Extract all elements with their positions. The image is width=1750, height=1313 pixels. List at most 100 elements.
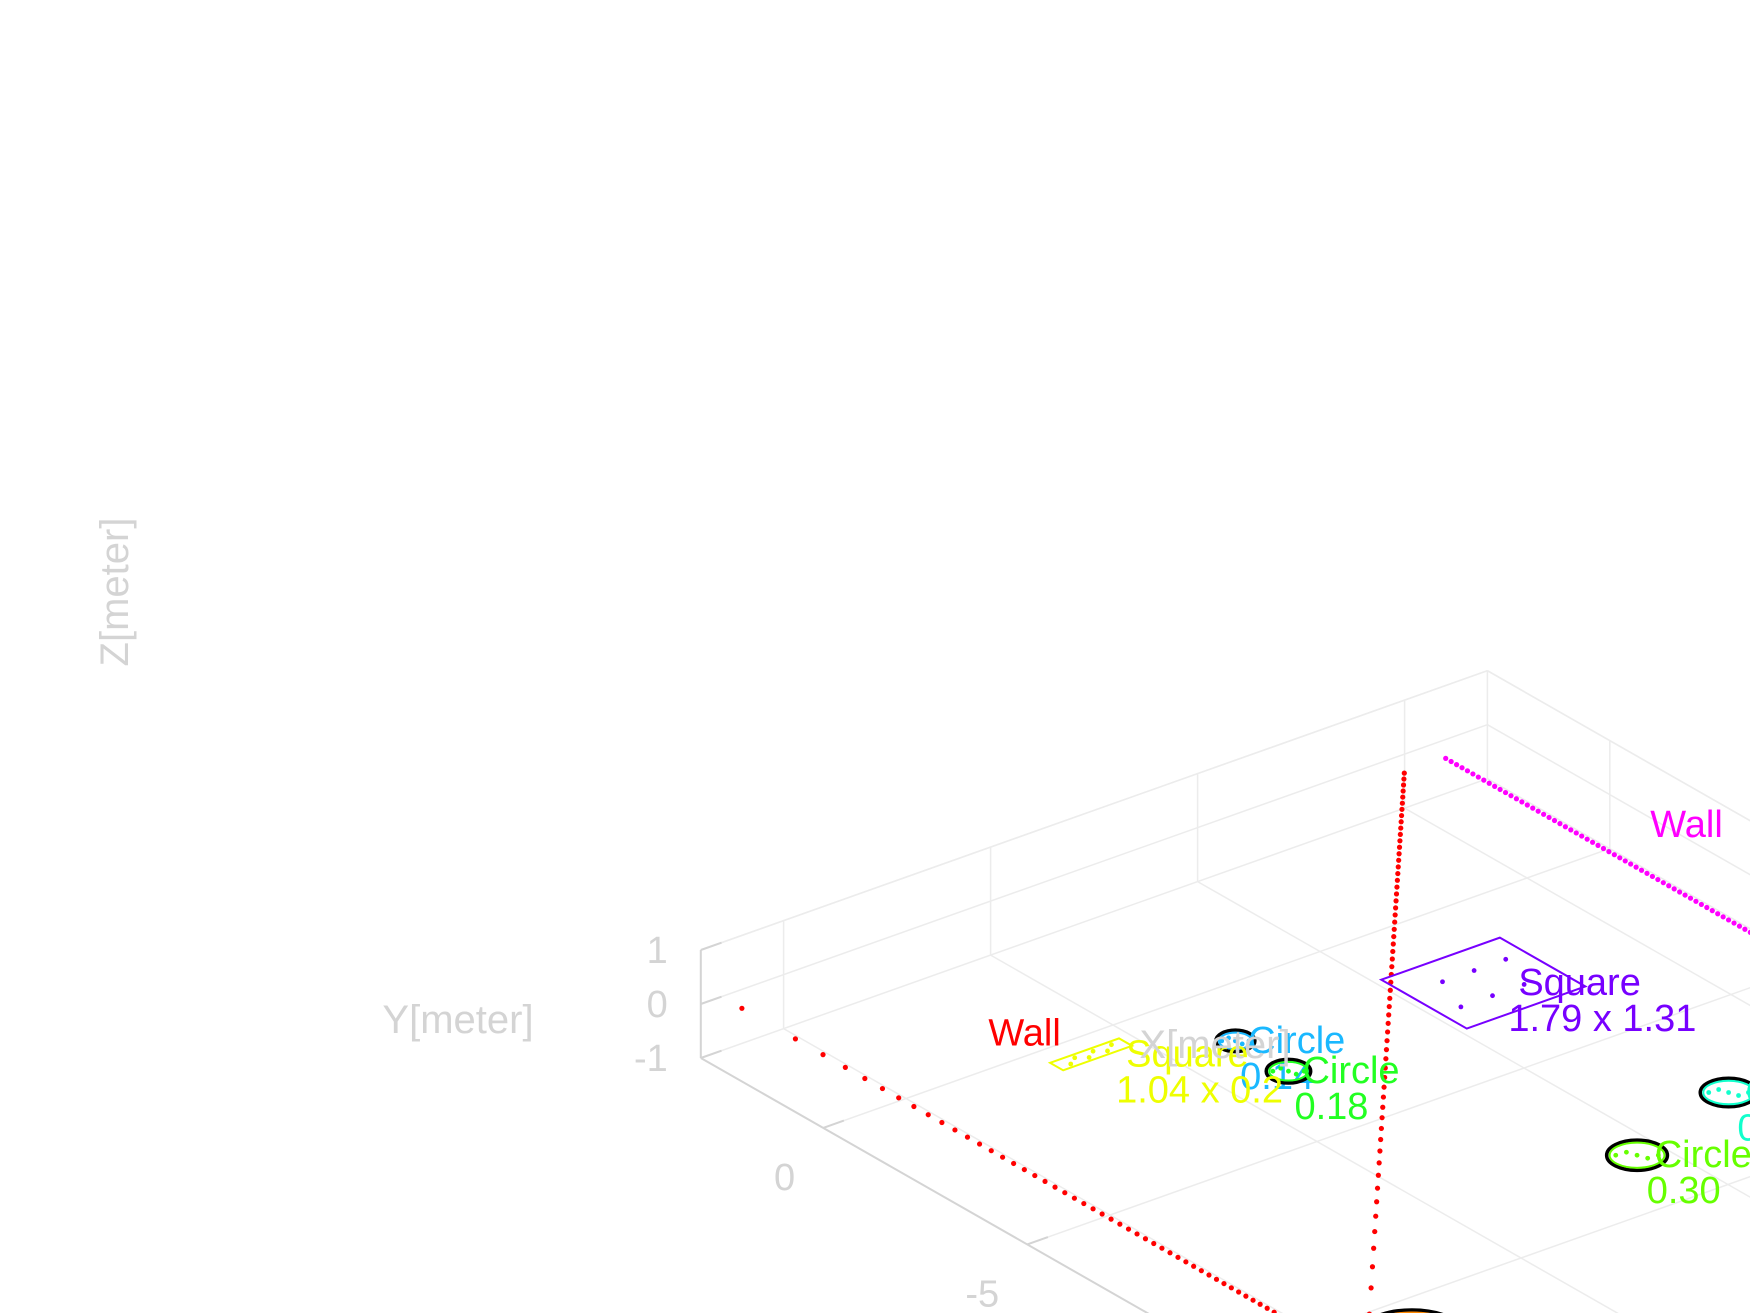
wall-point bbox=[964, 1134, 971, 1140]
wall-point bbox=[1557, 821, 1563, 827]
wall-point bbox=[1385, 1020, 1391, 1026]
wall-point bbox=[1611, 852, 1617, 858]
wall-point bbox=[1453, 762, 1460, 768]
circle-object bbox=[1698, 1076, 1750, 1109]
object-point bbox=[1233, 1038, 1238, 1044]
wall-point bbox=[1175, 1254, 1181, 1260]
object-point bbox=[1746, 1090, 1750, 1095]
wall-point bbox=[1221, 1280, 1227, 1287]
objects-layer: Circle0.14Circle0.18Circle0.61Circle0.30… bbox=[1047, 936, 1750, 1313]
wall-point bbox=[1459, 765, 1465, 771]
object-point bbox=[1278, 1065, 1284, 1071]
circle-object bbox=[1604, 1138, 1670, 1173]
object-point bbox=[1634, 1152, 1640, 1158]
z-tick-label: 1 bbox=[647, 930, 668, 972]
wall-point bbox=[896, 1095, 902, 1101]
wall-point bbox=[1443, 755, 1449, 762]
wall-point bbox=[1617, 855, 1623, 861]
wall-point bbox=[1071, 1195, 1078, 1201]
wall-point bbox=[1677, 889, 1683, 895]
floor-grid-line-x bbox=[783, 1027, 1284, 1313]
object-point bbox=[1736, 1093, 1741, 1098]
circle-object-fill bbox=[1702, 1079, 1750, 1106]
wall-point bbox=[1497, 786, 1503, 793]
wall-point bbox=[1228, 1285, 1234, 1291]
wall-point bbox=[1731, 920, 1737, 926]
wall-point bbox=[1704, 904, 1710, 911]
wall-point bbox=[1383, 1047, 1390, 1053]
wall-point bbox=[1392, 919, 1398, 925]
wall-point bbox=[1551, 817, 1558, 824]
wall-point bbox=[1396, 851, 1402, 857]
wall-point bbox=[1264, 1305, 1270, 1311]
wall-point bbox=[1725, 917, 1732, 923]
object-value: 1.04 x 0.2 bbox=[1116, 1069, 1283, 1111]
object-label: Square bbox=[1126, 1033, 1249, 1075]
object-point bbox=[1219, 1038, 1225, 1044]
wall-point bbox=[1644, 870, 1650, 876]
wall-point bbox=[952, 1127, 958, 1133]
labels-layer: X[meter] Y[meter] Z[meter] bbox=[93, 518, 1291, 1067]
wall-point bbox=[1584, 836, 1590, 842]
wall-point bbox=[1742, 926, 1748, 932]
wall-point bbox=[1687, 895, 1694, 901]
object-point bbox=[1293, 1071, 1299, 1077]
wall-point bbox=[1399, 806, 1405, 812]
wall-point bbox=[1081, 1200, 1087, 1207]
wall-point bbox=[739, 1005, 745, 1011]
object-point bbox=[1655, 1152, 1661, 1158]
wall-point bbox=[1391, 926, 1397, 932]
object-label: Square bbox=[1518, 962, 1641, 1004]
object-point bbox=[1624, 1149, 1629, 1155]
wall-point bbox=[1387, 995, 1393, 1001]
wall-point bbox=[1390, 941, 1396, 947]
x-axis-label: X[meter] bbox=[1139, 1023, 1290, 1067]
wall-point bbox=[1606, 849, 1612, 855]
y-tick bbox=[822, 1119, 845, 1129]
wall-point bbox=[1125, 1226, 1132, 1232]
object-point bbox=[1471, 968, 1477, 973]
wall-point bbox=[1369, 1264, 1376, 1270]
wall-point bbox=[1383, 1056, 1389, 1062]
floor-grid-line-x bbox=[1404, 807, 1750, 1007]
circle-object-fill bbox=[1608, 1141, 1666, 1169]
y-tick-label: -5 bbox=[965, 1273, 999, 1313]
wall-point bbox=[1385, 1029, 1391, 1035]
wall-point bbox=[1397, 831, 1403, 838]
wall-point bbox=[1535, 808, 1541, 814]
wall-point bbox=[1638, 867, 1645, 873]
wall-point bbox=[1011, 1160, 1017, 1167]
object-point bbox=[1270, 1068, 1276, 1074]
wall-point bbox=[1271, 1309, 1277, 1313]
wall-point bbox=[1524, 802, 1530, 808]
wall-point bbox=[1393, 898, 1399, 904]
wall-point bbox=[1134, 1231, 1140, 1237]
object-point bbox=[1301, 1068, 1307, 1074]
wall-point bbox=[1387, 987, 1393, 993]
wall-point bbox=[1382, 1074, 1388, 1081]
object-point bbox=[1716, 1087, 1722, 1092]
object-value: 0.18 bbox=[1294, 1086, 1368, 1128]
y-axis-line bbox=[700, 1057, 1150, 1313]
object-point bbox=[1239, 1041, 1245, 1047]
wall-point bbox=[1395, 870, 1401, 877]
wall-label: Wall bbox=[1650, 804, 1722, 846]
wall-point bbox=[1562, 824, 1568, 830]
y-tick bbox=[1026, 1236, 1049, 1246]
wall-point bbox=[1108, 1216, 1114, 1222]
object-point bbox=[1645, 1155, 1651, 1161]
object-point bbox=[1440, 979, 1445, 985]
wall-point bbox=[1747, 929, 1750, 935]
wall-point bbox=[1386, 1012, 1392, 1018]
wall-point bbox=[1159, 1245, 1165, 1251]
wall-point bbox=[1393, 905, 1399, 911]
wall-point bbox=[1513, 796, 1520, 802]
wall-point bbox=[1380, 1094, 1387, 1100]
circle-object bbox=[1380, 1308, 1444, 1313]
wall-point bbox=[1396, 857, 1402, 863]
floor-grid-line-y bbox=[1363, 1175, 1750, 1313]
z-tick bbox=[700, 941, 722, 951]
box-edge bbox=[1487, 670, 1750, 822]
object-point bbox=[1490, 993, 1495, 999]
floor-grid-line-y bbox=[1435, 1198, 1750, 1313]
